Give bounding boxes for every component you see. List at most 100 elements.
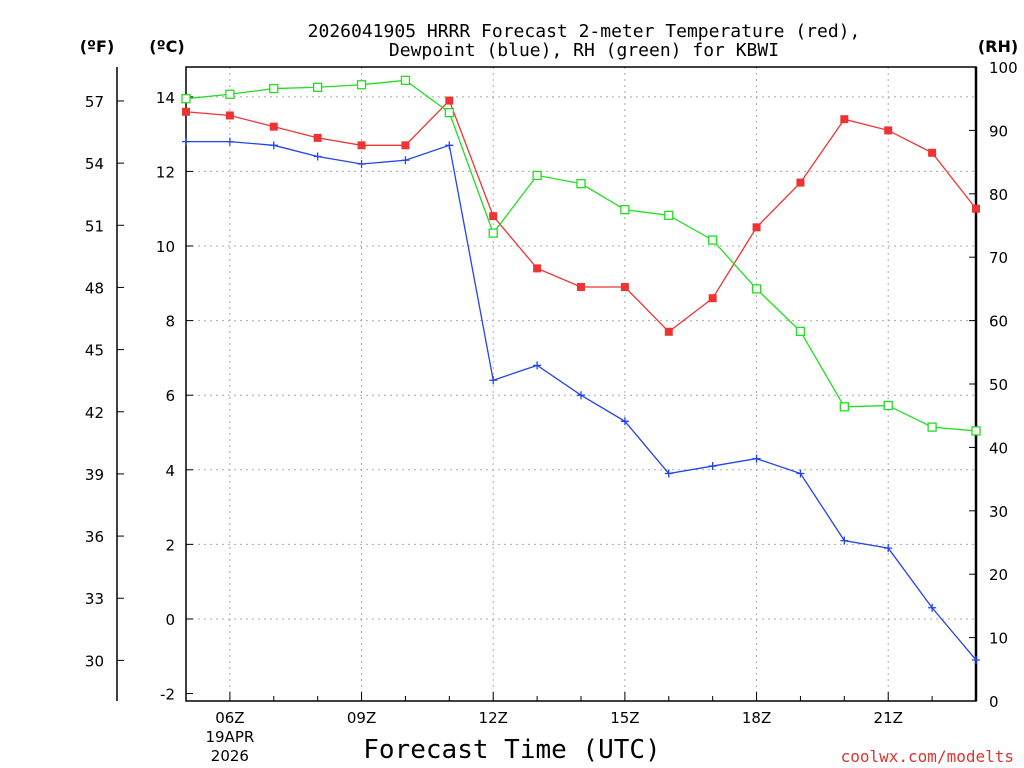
x-axis-label: Forecast Time (UTC)	[363, 735, 660, 765]
rh-point	[400, 75, 411, 85]
rh-line	[185, 79, 977, 432]
temperature-point	[313, 133, 322, 142]
rh-unit-label: (RH)	[978, 37, 1018, 56]
celsius-tick-label: 4	[165, 462, 175, 480]
rh-point	[708, 235, 718, 245]
dewpoint-point	[620, 417, 629, 426]
celsius-unit-label: (ºC)	[149, 37, 184, 56]
rh-tick-label: 20	[989, 566, 1008, 584]
dewpoint-point	[225, 137, 234, 146]
x-tick-date: 19APR	[205, 728, 254, 746]
fahrenheit-tick-label: 48	[85, 279, 104, 297]
celsius-tick-label: 14	[156, 89, 175, 107]
temperature-point	[182, 107, 190, 116]
dewpoint-point	[928, 603, 937, 612]
x-tick-label: 15Z	[610, 709, 639, 727]
rh-point	[883, 400, 893, 411]
rh-point	[971, 426, 981, 436]
temperature-point	[445, 96, 454, 105]
dewpoint-point	[489, 376, 498, 385]
rh-series	[181, 75, 981, 436]
dewpoint-point	[445, 141, 454, 150]
rh-point	[576, 179, 586, 189]
rh-point	[532, 170, 542, 181]
x-tick-label: 18Z	[742, 709, 771, 727]
x-tick-label: 06Z	[215, 709, 244, 727]
rh-point	[488, 228, 498, 238]
temperature-point	[972, 204, 980, 213]
fahrenheit-tick-label: 54	[85, 155, 104, 173]
x-tick-label: 21Z	[874, 709, 903, 727]
temperature-point	[840, 115, 849, 124]
rh-tick-label: 80	[989, 186, 1008, 204]
rh-tick-label: 70	[989, 249, 1008, 267]
fahrenheit-tick-label: 30	[85, 652, 104, 670]
celsius-axis: -2 0 2 4 6 8 10 12 14	[156, 89, 193, 704]
temperature-point	[884, 126, 893, 135]
dewpoint-point	[357, 159, 366, 168]
rh-tick-label: 100	[989, 59, 1018, 77]
temperature-point	[796, 178, 805, 187]
rh-point	[269, 83, 279, 94]
series-layer	[181, 75, 981, 664]
temperature-point	[401, 141, 410, 150]
dewpoint-point	[269, 141, 278, 150]
rh-point	[225, 89, 235, 99]
temperature-point	[708, 294, 717, 303]
fahrenheit-tick-label: 36	[85, 528, 104, 546]
rh-tick-label: 60	[989, 313, 1008, 331]
dewpoint-point	[884, 544, 893, 553]
rh-tick-label: 10	[989, 630, 1008, 648]
temperature-point	[225, 111, 234, 120]
rh-point	[795, 326, 806, 337]
dewpoint-point	[577, 391, 585, 400]
rh-tick-label: 40	[989, 439, 1008, 457]
temperature-point	[533, 264, 542, 273]
fahrenheit-tick-label: 42	[85, 404, 104, 422]
rh-point	[664, 210, 674, 221]
dewpoint-series	[182, 137, 980, 664]
temperature-point	[752, 223, 761, 232]
temperature-line	[185, 99, 977, 333]
rh-point	[620, 204, 630, 215]
rh-axis: 0 10 20 30 40 50 60 70 80 90 100	[969, 59, 1018, 711]
celsius-tick-label: -2	[160, 686, 175, 704]
rh-tick-label: 50	[989, 376, 1008, 394]
celsius-tick-label: 6	[165, 387, 175, 405]
celsius-tick-label: 2	[165, 536, 175, 554]
fahrenheit-tick-label: 39	[85, 466, 104, 484]
temperature-point	[357, 141, 366, 150]
rh-point	[313, 82, 323, 92]
temperature-point	[269, 122, 278, 131]
rh-point	[444, 107, 454, 118]
rh-point	[751, 284, 762, 294]
dewpoint-point	[796, 469, 805, 478]
dewpoint-point	[972, 655, 980, 664]
rh-tick-label: 30	[989, 503, 1008, 521]
temperature-point	[489, 212, 498, 221]
temperature-point	[620, 283, 629, 292]
rh-tick-label: 0	[989, 693, 999, 711]
rh-point	[181, 94, 191, 104]
fahrenheit-tick-label: 57	[85, 93, 104, 111]
watermark: coolwx.com/modelts	[841, 747, 1014, 766]
rh-point	[356, 80, 367, 90]
fahrenheit-unit-label: (ºF)	[80, 37, 115, 56]
grid-layer	[186, 67, 976, 701]
dewpoint-point	[533, 361, 542, 370]
rh-point	[839, 402, 849, 412]
dewpoint-point	[840, 536, 849, 545]
celsius-tick-label: 0	[165, 611, 175, 629]
dewpoint-point	[752, 454, 761, 463]
chart-title-line2: Dewpoint (blue), RH (green) for KBWI	[389, 40, 779, 61]
x-tick-year: 2026	[211, 747, 249, 765]
x-tick-label: 12Z	[479, 709, 508, 727]
fahrenheit-tick-label: 51	[85, 217, 104, 235]
fahrenheit-tick-label: 45	[85, 342, 104, 360]
fahrenheit-axis: 30 33 36 39 42 45 48 51 54 57	[85, 93, 124, 670]
dewpoint-point	[708, 462, 717, 471]
rh-tick-label: 90	[989, 122, 1008, 140]
dewpoint-point	[664, 469, 673, 478]
celsius-tick-label: 8	[165, 313, 175, 331]
